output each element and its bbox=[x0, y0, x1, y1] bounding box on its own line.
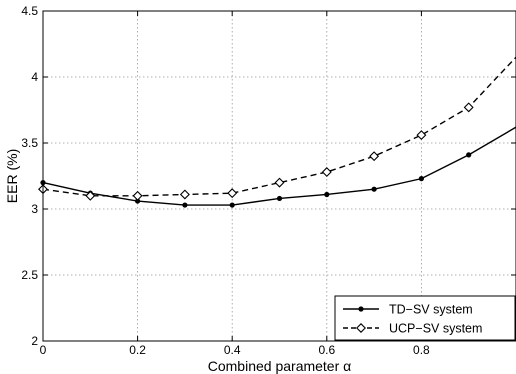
data-point bbox=[371, 186, 377, 192]
legend-item-2: UCP−SV system bbox=[343, 322, 482, 336]
grid bbox=[43, 11, 516, 341]
series-line bbox=[42, 126, 516, 206]
legend-label: UCP−SV system bbox=[389, 322, 482, 336]
plot-frame bbox=[42, 10, 516, 342]
data-point bbox=[274, 177, 285, 188]
data-point bbox=[179, 189, 190, 200]
legend-marker bbox=[358, 306, 364, 312]
data-point bbox=[132, 190, 143, 201]
x-tick-label: 0 bbox=[40, 343, 47, 357]
axis-ticks: 0 0.2 0.4 0.6 0.8 2 2.5 3 3.5 4 4.5 bbox=[21, 4, 516, 357]
x-axis-label: Combined parameter α bbox=[208, 358, 352, 374]
legend-item-1: TD−SV system bbox=[343, 303, 473, 317]
data-point bbox=[418, 176, 424, 182]
legend-box bbox=[334, 295, 516, 341]
y-axis-label: EER (%) bbox=[4, 149, 20, 203]
y-tick-label: 2 bbox=[31, 334, 38, 348]
x-tick-label: 0.6 bbox=[318, 343, 335, 357]
x-tick-label: 0.2 bbox=[129, 343, 146, 357]
data-point bbox=[324, 191, 330, 198]
legend: TD−SV system UCP−SV system bbox=[334, 295, 516, 341]
data-point bbox=[182, 202, 188, 208]
data-point bbox=[135, 198, 141, 204]
y-tick-label: 4 bbox=[31, 70, 38, 84]
data-point bbox=[229, 202, 235, 208]
data-point bbox=[227, 188, 238, 199]
legend-label: TD−SV system bbox=[389, 303, 473, 317]
plot-series bbox=[38, 56, 516, 208]
series-1 bbox=[40, 126, 516, 208]
y-tick-label: 3 bbox=[31, 202, 38, 216]
y-tick-label: 4.5 bbox=[21, 4, 38, 18]
legend-marker bbox=[356, 323, 366, 333]
data-point bbox=[321, 167, 332, 178]
data-point bbox=[85, 190, 96, 201]
data-point bbox=[466, 152, 472, 158]
y-tick-label: 2.5 bbox=[21, 268, 38, 282]
series-2 bbox=[38, 56, 516, 201]
x-tick-label: 0.8 bbox=[413, 343, 430, 357]
data-point bbox=[463, 102, 474, 113]
data-point bbox=[416, 130, 427, 141]
data-point bbox=[276, 195, 283, 202]
x-tick-label: 0.4 bbox=[224, 343, 241, 357]
data-point bbox=[369, 151, 380, 162]
series-line bbox=[42, 56, 516, 197]
y-tick-label: 3.5 bbox=[21, 136, 38, 150]
